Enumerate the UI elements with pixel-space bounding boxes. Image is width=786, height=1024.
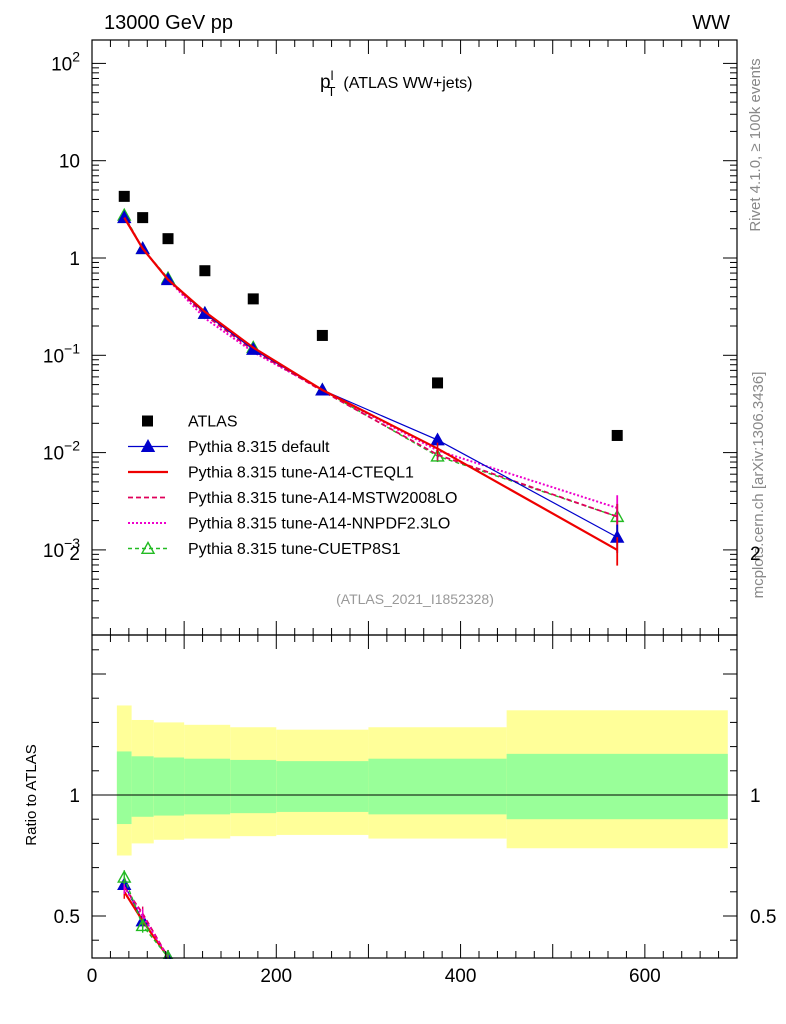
y-tick-label-ratio-right: 0.5 bbox=[750, 907, 776, 928]
ratio-band-inner bbox=[506, 753, 728, 820]
y-tick-label-main: 10−2 bbox=[43, 438, 80, 465]
analysis-label: (ATLAS_2021_I1852328) bbox=[336, 591, 494, 607]
y-tick-label-main: 10 bbox=[59, 152, 80, 173]
y-tick-label-main: 10−1 bbox=[43, 340, 80, 367]
y-tick-label-ratio-left: 2 bbox=[69, 544, 80, 565]
ratio-axis-label: Ratio to ATLAS bbox=[23, 744, 40, 845]
legend-label: Pythia 8.315 tune-A14-MSTW2008LO bbox=[188, 490, 457, 507]
y-tick-label-main: 10−3 bbox=[43, 535, 80, 562]
data-point-atlas bbox=[162, 233, 174, 245]
ratio-band-inner bbox=[116, 751, 132, 825]
rivet-version-label: Rivet 4.1.0, ≥ 100k events bbox=[747, 58, 764, 231]
plot-title-superscript: l bbox=[331, 68, 334, 83]
data-point-atlas bbox=[247, 293, 259, 305]
plot-title-subscript: T bbox=[327, 84, 335, 99]
ratio-band-inner bbox=[153, 757, 185, 816]
legend-label: Pythia 8.315 default bbox=[188, 439, 330, 456]
ratio-frame bbox=[91, 634, 738, 959]
ratio-clip-cover bbox=[90, 959, 739, 989]
ratio-bands bbox=[92, 705, 737, 856]
ratio-band-inner bbox=[131, 756, 154, 817]
plot-title-rest: (ATLAS WW+jets) bbox=[343, 75, 472, 92]
legend-marker-cuetp bbox=[140, 541, 156, 554]
mcplots-label: mcplots.cern.ch [arXiv:1306.3436] bbox=[750, 372, 767, 599]
y-tick-label-main: 1 bbox=[69, 249, 80, 270]
y-tick-label-main: 102 bbox=[51, 48, 80, 75]
process-label: WW bbox=[692, 12, 730, 34]
data-point-atlas bbox=[432, 377, 444, 389]
ratio-band-inner bbox=[230, 759, 277, 814]
data-point-atlas bbox=[199, 265, 211, 277]
x-tick-label: 600 bbox=[629, 966, 661, 987]
marker-default bbox=[117, 210, 132, 224]
y-tick-label-ratio-right: 2 bbox=[750, 544, 761, 565]
plot-title: pl T (ATLAS WW+jets) bbox=[320, 68, 472, 99]
legend-label: Pythia 8.315 tune-A14-CTEQL1 bbox=[188, 465, 414, 482]
y-tick-label-ratio-left: 1 bbox=[69, 786, 80, 807]
data-point-atlas bbox=[316, 329, 328, 341]
x-tick-label: 0 bbox=[87, 966, 98, 987]
data-point-atlas bbox=[137, 212, 149, 224]
y-tick-label-ratio-right: 1 bbox=[750, 786, 761, 807]
data-point-atlas bbox=[118, 190, 130, 202]
data-point-atlas bbox=[611, 429, 623, 441]
x-tick-label: 400 bbox=[445, 966, 477, 987]
main-series bbox=[117, 190, 625, 566]
ratio-band-inner bbox=[368, 758, 507, 815]
x-tick-label: 200 bbox=[260, 966, 292, 987]
axes: 10−3 10−2 10−1 1 10 102 0 200 400 600 0.5 0.5 1 1 2 2 bbox=[43, 39, 776, 987]
legend: ATLAS Pythia 8.315 default Pythia 8.315 tu… bbox=[128, 414, 457, 558]
legend-label: Pythia 8.315 tune-CUETP8S1 bbox=[188, 541, 401, 558]
ratio-series bbox=[90, 869, 739, 989]
series-line-cteql1 bbox=[123, 217, 618, 551]
y-tick-label-ratio-left: 0.5 bbox=[54, 907, 80, 928]
energy-label: 13000 GeV pp bbox=[104, 12, 233, 34]
plot-title-p: p bbox=[320, 72, 331, 93]
legend-label: Pythia 8.315 tune-A14-NNPDF2.3LO bbox=[188, 516, 450, 533]
legend-marker-atlas bbox=[142, 415, 153, 427]
ratio-band-inner bbox=[276, 761, 369, 812]
legend-marker-default bbox=[140, 439, 156, 452]
ratio-band-inner bbox=[184, 758, 231, 815]
legend-label: ATLAS bbox=[188, 414, 238, 431]
